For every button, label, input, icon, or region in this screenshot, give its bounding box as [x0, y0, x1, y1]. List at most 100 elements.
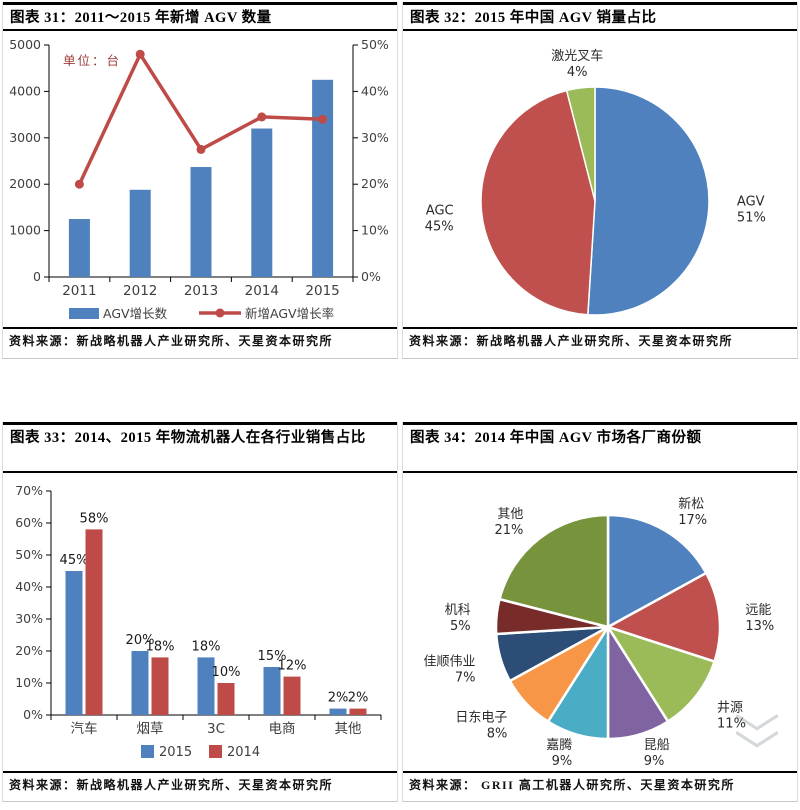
- panel-source-32: 资料来源：新战略机器人产业研究所、天星资本研究所: [403, 327, 797, 353]
- slice-percent: 21%: [495, 523, 524, 538]
- bar-2012: [129, 189, 151, 277]
- chart-text: 0%: [23, 707, 43, 722]
- chart-34-area: 新松 17% 远能 13% 井源 11% 昆船 9% 嘉腾 9% 日东电子 8% 佳顺伟业 7% 机科 5% 其…: [403, 473, 797, 771]
- data-label: 2%: [328, 691, 349, 706]
- data-label: 15%: [258, 649, 287, 664]
- legend-2015-swatch: [141, 745, 154, 758]
- chart-text: 50%: [361, 37, 389, 52]
- source-text: 资料来源： GRII 高工机器人研究所、天星资本研究所: [409, 778, 735, 792]
- x-label: 汽车: [71, 720, 98, 737]
- pie-slice-新松: [606, 513, 708, 629]
- x-label: 2015: [305, 283, 339, 299]
- data-label: 10%: [212, 665, 241, 680]
- slice-label: AGC: [426, 203, 454, 218]
- line-marker: [74, 179, 84, 189]
- chart-text: 50%: [15, 547, 43, 562]
- x-label: 2014: [245, 283, 279, 299]
- combo-chart-31: 0 1000 2000 3000 4000 5000 0% 10% 20% 30% 40% 50% 单位…: [9, 37, 389, 321]
- pie-slice-AGC: [480, 89, 596, 316]
- panel-title-32: 图表 32：2015 年中国 AGV 销量占比: [403, 2, 797, 31]
- panel-chart-31: 图表 31：2011～2015 年新增 AGV 数量 0 1000 2000 3000…: [2, 2, 398, 359]
- chart-text: 0: [33, 269, 41, 284]
- pie-chart-34: 新松17%远能13%井源11%昆船9%嘉腾9%日东电子8%佳顺伟业7%机科5%其…: [423, 496, 774, 769]
- bar-2014-汽车: [85, 529, 103, 715]
- chart-32-title: 图表 32：2015 年中国 AGV 销量占比: [410, 10, 657, 26]
- slice-percent: 9%: [552, 754, 573, 769]
- slice-percent: 8%: [487, 726, 508, 741]
- pie-slice-激光叉车: [565, 86, 596, 202]
- bar-2011: [68, 219, 90, 277]
- chart-32-area: AGV 51% AGC 45% 激光叉车 4%: [403, 31, 797, 327]
- data-label: 18%: [192, 639, 221, 654]
- chart-text: 4000: [9, 83, 41, 98]
- data-label: 2%: [348, 691, 369, 706]
- chart-34-title: 图表 34：2014 年中国 AGV 市场各厂商份额: [410, 430, 702, 446]
- bar-2015-汽车: [65, 571, 83, 715]
- slice-label: 新松: [678, 496, 704, 512]
- x-label: 烟草: [137, 721, 164, 737]
- chart-text: 20%: [361, 176, 389, 191]
- slice-label: 佳顺伟业: [423, 655, 475, 670]
- slice-label: 机科: [445, 603, 471, 618]
- chart-text: 20%: [15, 643, 43, 658]
- bar-2014-烟草: [151, 657, 169, 715]
- grouped-bar-chart-33: 0%10%20%30%40%50%60%70%汽车45%58%烟草20%18%3…: [15, 483, 382, 760]
- source-text: 资料来源：新战略机器人产业研究所、天星资本研究所: [9, 778, 334, 792]
- slice-label: 嘉腾: [546, 737, 572, 753]
- legend-line-marker: [215, 308, 225, 318]
- chart-text: 0%: [361, 269, 381, 284]
- bar-2013: [190, 167, 212, 277]
- data-label: 58%: [80, 511, 109, 526]
- chart-text: 10%: [15, 675, 43, 690]
- x-label: 2011: [62, 283, 96, 299]
- chart-text: 60%: [15, 515, 43, 530]
- panel-source-34: 资料来源： GRII 高工机器人研究所、天星资本研究所: [403, 771, 797, 797]
- slice-percent: 11%: [717, 717, 746, 732]
- source-text: 资料来源：新战略机器人产业研究所、天星资本研究所: [9, 334, 334, 348]
- slice-label: AGV: [737, 194, 765, 209]
- chart-text: 5000: [9, 37, 41, 52]
- pie-slice-AGV: [587, 86, 710, 316]
- data-label: 12%: [278, 659, 307, 674]
- slice-percent: 45%: [425, 219, 454, 234]
- source-text: 资料来源：新战略机器人产业研究所、天星资本研究所: [409, 334, 734, 348]
- panel-title-33: 图表 33：2014、2015 年物流机器人在各行业销售占比: [3, 422, 397, 473]
- panel-chart-33: 图表 33：2014、2015 年物流机器人在各行业销售占比 0% 10% 20% 3…: [2, 422, 398, 802]
- bar-2015: [312, 79, 334, 277]
- x-label: 2013: [184, 283, 218, 299]
- line-marker: [257, 112, 267, 122]
- bar-2015-3C: [197, 657, 215, 715]
- chart-text: 40%: [15, 579, 43, 594]
- slice-label: 日东电子: [455, 710, 507, 725]
- chart-31-area: 0 1000 2000 3000 4000 5000 0% 10% 20% 30% 40% 50% 单位…: [3, 31, 397, 327]
- data-label: 18%: [146, 639, 175, 654]
- x-label: 其他: [335, 721, 362, 737]
- panel-chart-32: 图表 32：2015 年中国 AGV 销量占比 AGV 51% AGC 45% 激光叉车…: [402, 2, 798, 359]
- slice-percent: 4%: [567, 65, 588, 80]
- panel-chart-34: 图表 34：2014 年中国 AGV 市场各厂商份额 新松 17% 远能 13% 井源 1…: [402, 422, 798, 802]
- slice-percent: 7%: [455, 671, 476, 686]
- chart-text: 3000: [9, 130, 41, 145]
- chart-text: 40%: [361, 83, 389, 98]
- chart-text: 1000: [9, 223, 41, 238]
- chart-text: 70%: [15, 483, 43, 498]
- pie-slice-远能: [606, 571, 722, 663]
- legend-2014-swatch: [209, 745, 222, 758]
- pie-slice-其他: [498, 513, 610, 629]
- slice-percent: 5%: [450, 619, 471, 634]
- panel-source-31: 资料来源：新战略机器人产业研究所、天星资本研究所: [3, 327, 397, 353]
- chart-33-area: 0% 10% 20% 30% 40% 50% 60% 70% 汽车 45% 58% 烟草 20% 18% 3…: [3, 473, 397, 771]
- slice-label: 激光叉车: [551, 48, 603, 64]
- legend-label: 新增AGV增长率: [245, 306, 334, 321]
- slice-percent: 51%: [737, 210, 766, 225]
- bar-2014-3C: [217, 683, 235, 715]
- line-marker: [196, 144, 206, 154]
- chart-31-title: 图表 31：2011～2015 年新增 AGV 数量: [10, 10, 272, 26]
- slice-percent: 17%: [678, 513, 707, 528]
- panel-title-31: 图表 31：2011～2015 年新增 AGV 数量: [3, 2, 397, 31]
- chart-text: 30%: [15, 611, 43, 626]
- chart-text: 10%: [361, 223, 389, 238]
- chart-text: 2000: [9, 176, 41, 191]
- bar-2014: [251, 128, 273, 277]
